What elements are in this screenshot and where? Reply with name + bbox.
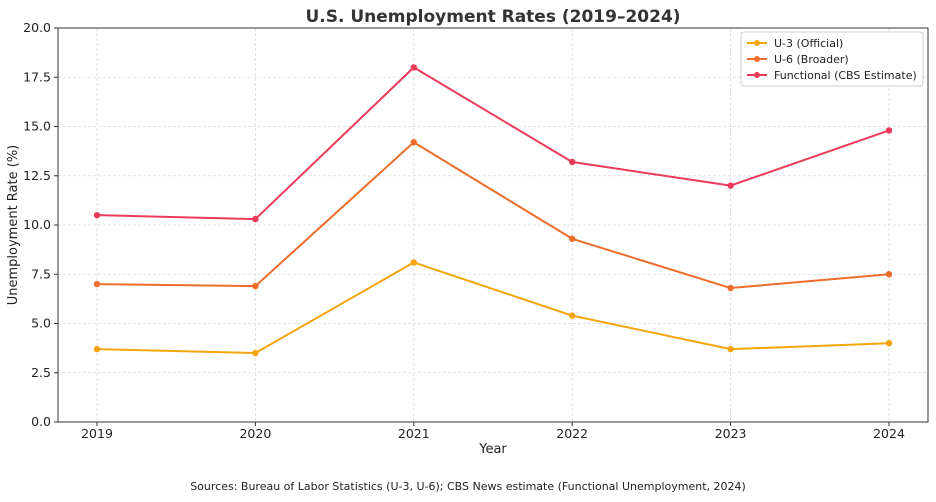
legend-label: Functional (CBS Estimate) bbox=[774, 69, 917, 82]
x-tick-label: 2020 bbox=[239, 426, 271, 441]
x-tick-label: 2019 bbox=[81, 426, 113, 441]
y-tick-label: 7.5 bbox=[31, 266, 51, 281]
data-point bbox=[885, 127, 893, 134]
y-tick-label: 2.5 bbox=[31, 365, 51, 380]
x-tick-label: 2024 bbox=[873, 426, 905, 441]
y-tick-label: 20.0 bbox=[23, 20, 51, 35]
y-tick-label: 12.5 bbox=[23, 168, 51, 183]
legend-label: U-3 (Official) bbox=[774, 37, 843, 50]
x-tick-label: 2022 bbox=[556, 426, 588, 441]
data-point bbox=[252, 349, 259, 357]
legend: U-3 (Official) U-6 (Broader) Functional (C… bbox=[740, 31, 924, 87]
y-tick-label: 5.0 bbox=[31, 316, 51, 331]
series-lines bbox=[93, 64, 893, 357]
legend-swatch-marker bbox=[754, 72, 760, 78]
data-point bbox=[885, 340, 893, 347]
data-point bbox=[569, 312, 576, 319]
y-tick-label: 17.5 bbox=[23, 69, 51, 84]
y-axis-label: Unemployment Rate (%) bbox=[6, 145, 21, 306]
data-point bbox=[727, 182, 734, 189]
data-point bbox=[727, 284, 734, 292]
data-point bbox=[410, 139, 417, 146]
data-point bbox=[410, 259, 417, 266]
axes: 0.0 2.5 5.0 7.5 10.0 12.5 15.0 17.5 20.0 2019 2020… bbox=[23, 20, 929, 441]
x-axis-label: Year bbox=[478, 442, 507, 457]
data-point bbox=[252, 282, 259, 290]
legend-box bbox=[740, 31, 924, 87]
plot-frame bbox=[57, 27, 929, 423]
data-point bbox=[252, 215, 259, 223]
data-point bbox=[93, 280, 101, 288]
legend-swatch-marker bbox=[754, 56, 760, 62]
series-line bbox=[96, 141, 890, 290]
data-point bbox=[727, 345, 734, 353]
x-tick-label: 2023 bbox=[715, 426, 747, 441]
series-line bbox=[96, 261, 890, 355]
data-point bbox=[410, 64, 417, 71]
legend-label: U-6 (Broader) bbox=[774, 53, 849, 66]
grid-lines bbox=[58, 27, 928, 423]
x-tick-label: 2021 bbox=[398, 426, 430, 441]
legend-swatch-marker bbox=[754, 40, 760, 46]
y-tick-label: 0.0 bbox=[31, 414, 51, 429]
data-point bbox=[885, 271, 893, 278]
data-point bbox=[93, 211, 101, 219]
series-line bbox=[96, 66, 890, 221]
data-point bbox=[569, 158, 576, 166]
data-point bbox=[93, 345, 101, 353]
data-point bbox=[569, 235, 576, 242]
chart-title: U.S. Unemployment Rates (2019–2024) bbox=[305, 7, 680, 27]
y-tick-label: 15.0 bbox=[23, 119, 51, 134]
source-footnote: Sources: Bureau of Labor Statistics (U-3… bbox=[190, 480, 746, 493]
y-tick-label: 10.0 bbox=[23, 217, 51, 232]
